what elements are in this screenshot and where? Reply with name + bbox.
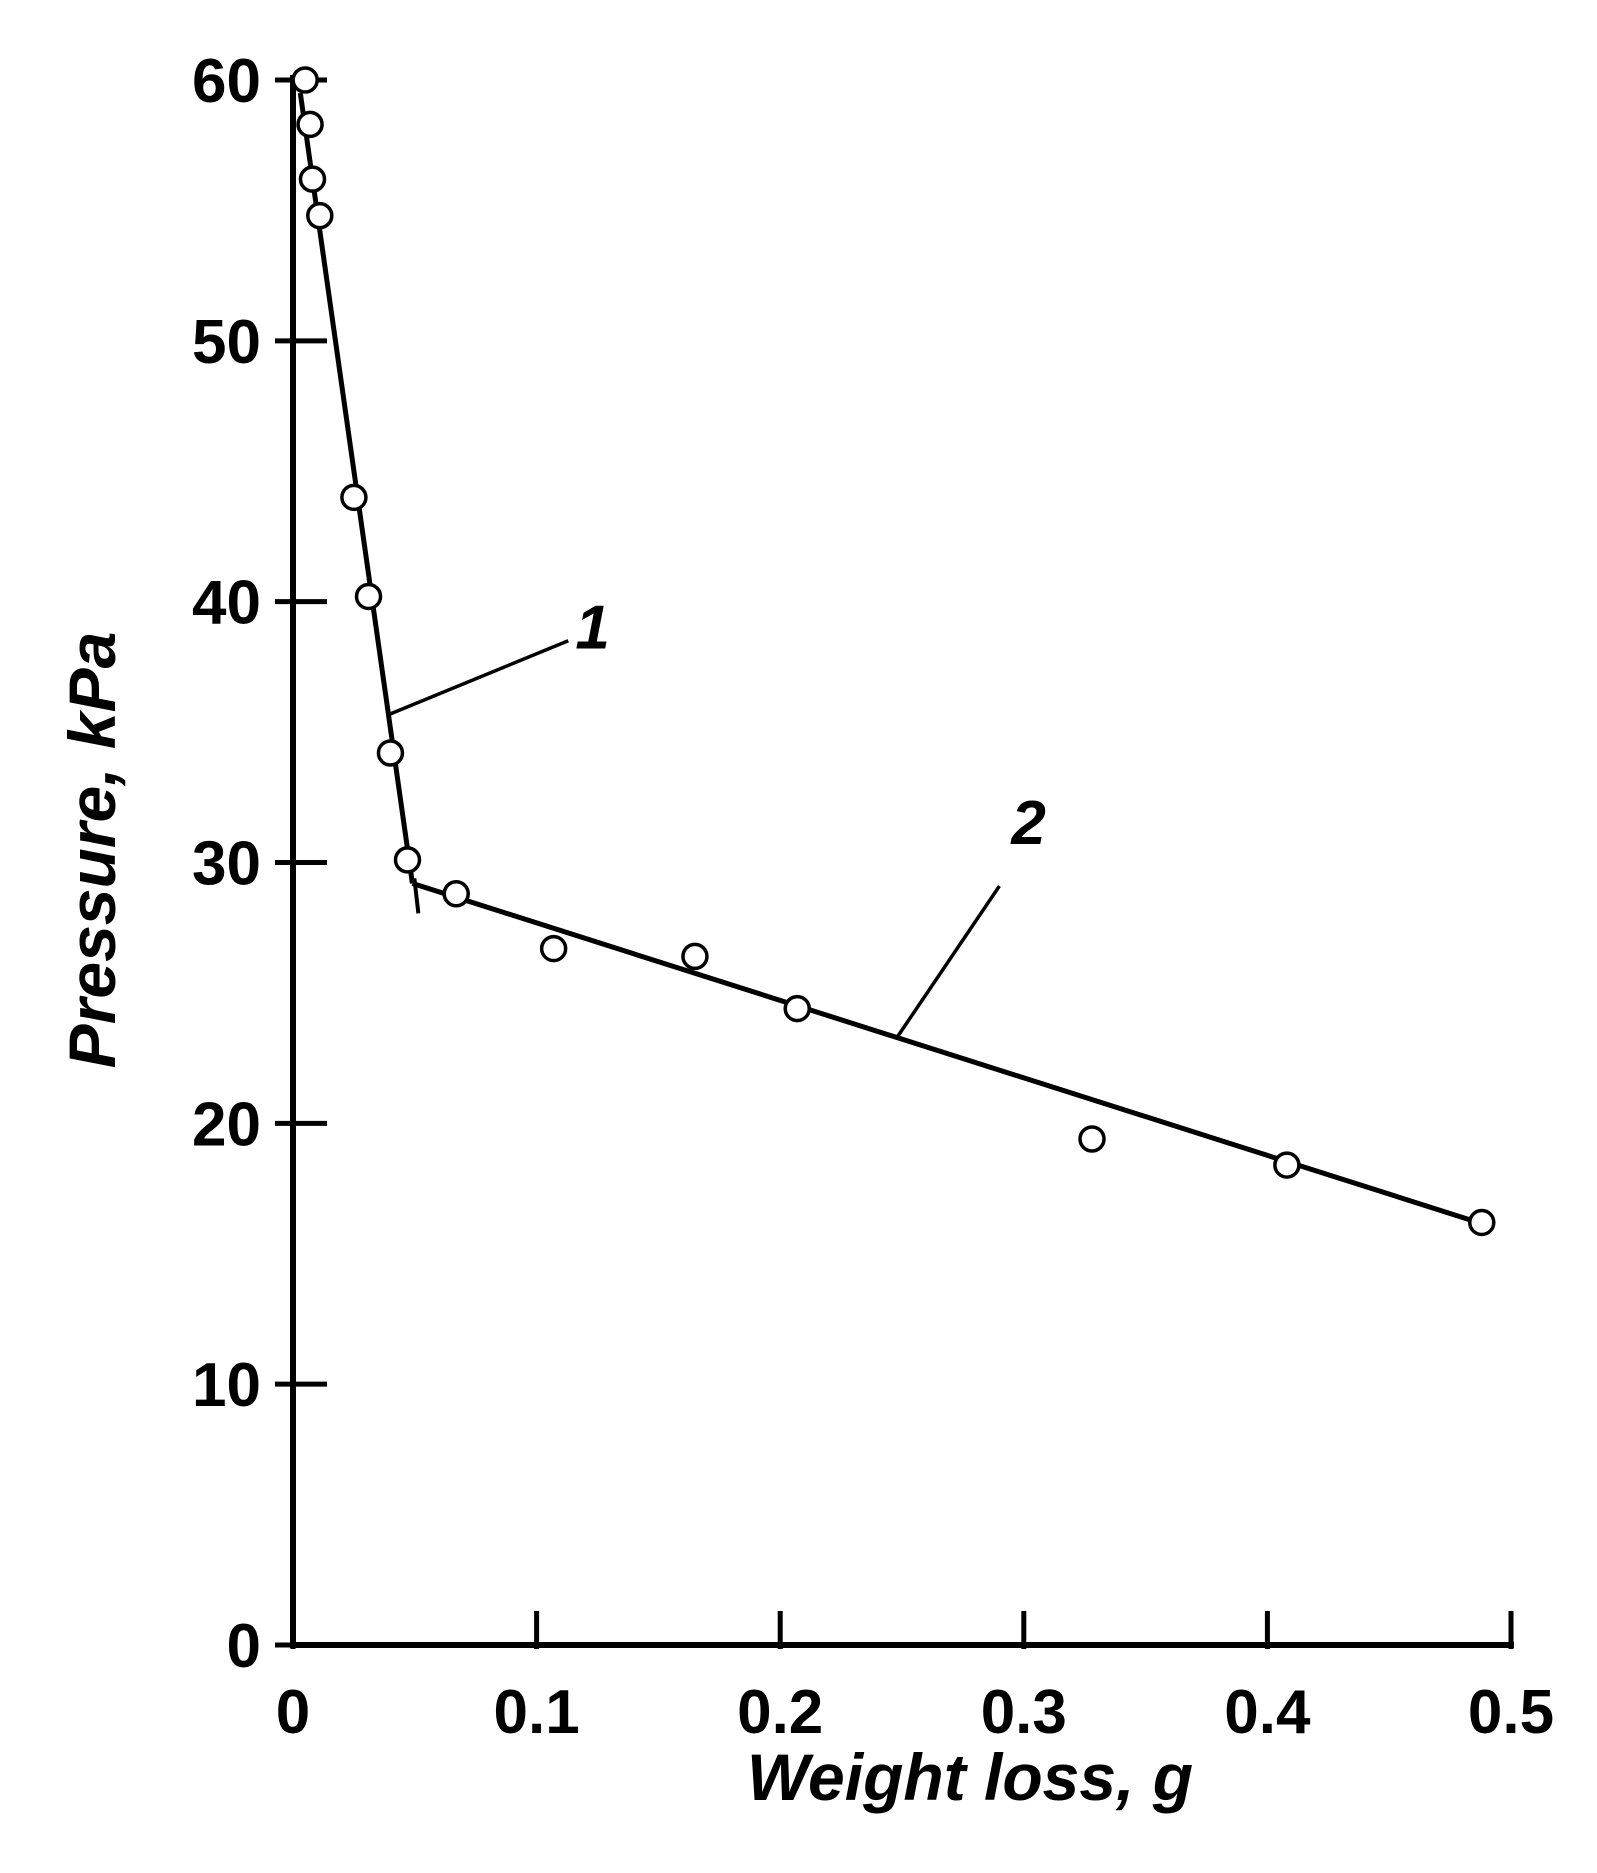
y-tick-label: 10 [192,1351,261,1420]
y-tick-label: 0 [227,1612,261,1681]
y-axis-title: Pressure, kPa [55,632,129,1069]
annotation-leader-1 [389,639,569,716]
data-point [296,110,324,139]
fit-lines [297,92,1488,1228]
data-point [291,66,319,94]
data-point [376,739,405,767]
data-point [1273,1151,1301,1179]
axes [290,75,1514,1648]
data-point [340,483,368,512]
data-point [539,934,568,963]
data-point [1468,1208,1496,1237]
x-tick-label: 0.1 [493,1678,579,1747]
data-point [681,942,709,971]
x-tick-label: 0.4 [1224,1678,1311,1747]
data-points [291,66,1496,1237]
data-point [783,994,812,1023]
x-axis-title: Weight loss, g [747,1740,1193,1814]
y-tick-label: 50 [192,308,261,377]
data-point [393,846,422,874]
x-tick-label: 0.5 [1468,1678,1554,1747]
ticks: 0 10 20 30 40 50 60 0 0.1 0.2 0.3 0.4 0.5 [192,47,1554,1747]
x-tick-label: 0 [276,1678,310,1747]
data-point [298,165,327,193]
y-tick-label: 40 [192,569,261,638]
data-point [1078,1125,1106,1153]
y-tick-label: 30 [192,830,261,899]
x-tick-label: 0.3 [981,1678,1067,1747]
data-point [306,201,334,230]
annotation-label-1: 1 [575,594,609,663]
data-point [354,582,383,611]
data-point [442,880,470,908]
y-tick-label: 60 [192,47,261,116]
x-tick-label: 0.2 [737,1678,823,1747]
fit-line-2 [411,881,1488,1228]
y-tick-label: 20 [192,1090,261,1159]
annotation-label-2: 2 [1010,789,1045,858]
break-mark [412,878,421,914]
annotations: 12 [389,594,1046,1039]
annotation-leader-2 [895,884,1001,1039]
